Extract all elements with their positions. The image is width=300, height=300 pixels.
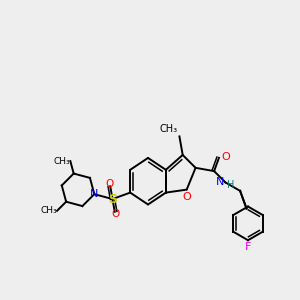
Text: S: S: [108, 193, 117, 206]
Text: O: O: [182, 192, 191, 202]
Text: O: O: [111, 209, 119, 219]
Text: F: F: [245, 242, 251, 252]
Text: CH₃: CH₃: [54, 157, 70, 166]
Text: N: N: [90, 189, 98, 199]
Text: N: N: [216, 177, 224, 188]
Text: CH₃: CH₃: [159, 124, 177, 134]
Text: O: O: [221, 152, 230, 162]
Text: CH₃: CH₃: [40, 206, 57, 215]
Text: H: H: [227, 180, 235, 190]
Text: O: O: [106, 179, 114, 189]
